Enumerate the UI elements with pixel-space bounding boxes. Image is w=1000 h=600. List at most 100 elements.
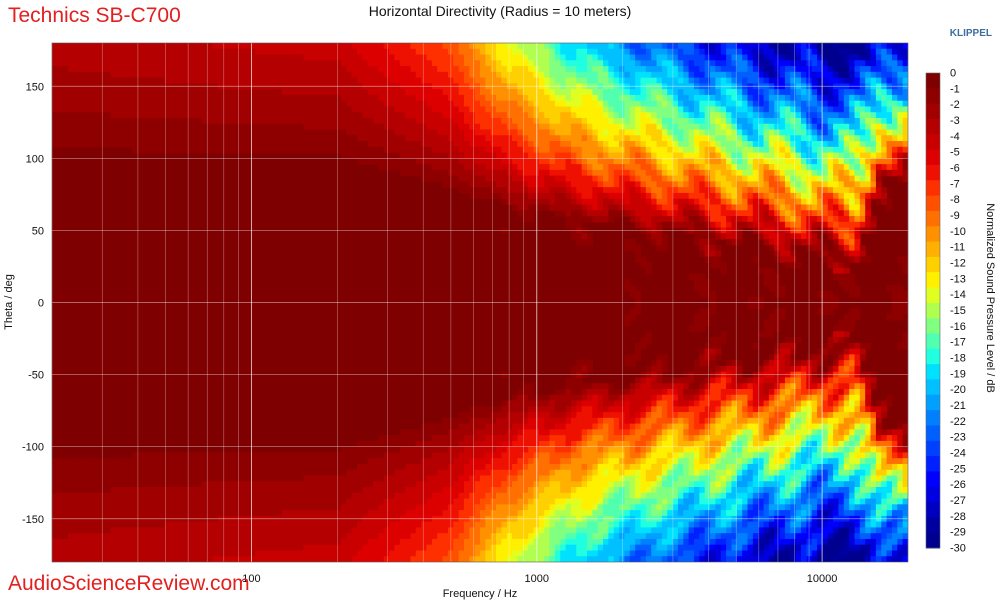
heatmap-cell	[544, 400, 551, 407]
heatmap-cell	[480, 521, 486, 528]
heatmap-cell	[629, 492, 636, 500]
heatmap-cell	[624, 279, 631, 286]
heatmap-cell	[480, 510, 486, 517]
heatmap-cell	[431, 475, 438, 482]
heatmap-cell	[73, 556, 80, 562]
heatmap-cell	[474, 89, 481, 96]
heatmap-cell	[565, 112, 572, 119]
heatmap-cell	[576, 216, 583, 223]
heatmap-cell	[506, 135, 513, 142]
heatmap-cell	[57, 89, 64, 96]
heatmap-cell	[442, 175, 449, 182]
heatmap-cell	[480, 544, 486, 552]
heatmap-cell	[362, 538, 369, 546]
heatmap-cell	[415, 550, 422, 557]
heatmap-cell	[153, 66, 160, 73]
heatmap-cell	[132, 100, 139, 108]
heatmap-cell	[335, 458, 342, 465]
heatmap-cell	[175, 458, 181, 465]
heatmap-cell	[394, 487, 401, 494]
heatmap-cell	[480, 89, 486, 96]
heatmap-cell	[239, 527, 246, 534]
heatmap-cell	[303, 538, 310, 546]
heatmap-cell	[105, 538, 112, 546]
heatmap-cell	[458, 463, 465, 471]
heatmap-cell	[105, 94, 112, 102]
heatmap-cell	[501, 452, 508, 459]
heatmap-cell	[458, 550, 465, 557]
heatmap-cell	[276, 43, 283, 50]
heatmap-cell	[597, 429, 604, 436]
heatmap-cell	[308, 129, 315, 136]
heatmap-cell	[351, 463, 358, 471]
heatmap-cell	[303, 94, 310, 102]
heatmap-cell	[410, 152, 417, 159]
heatmap-cell	[73, 469, 80, 477]
heatmap-cell	[142, 527, 149, 534]
heatmap-cell	[496, 417, 502, 425]
heatmap-cell	[287, 510, 294, 517]
heatmap-cell	[522, 556, 529, 562]
heatmap-cell	[319, 135, 326, 142]
heatmap-cell	[544, 463, 551, 471]
heatmap-cell	[126, 475, 133, 482]
heatmap-cell	[373, 481, 379, 488]
heatmap-cell	[303, 498, 310, 505]
heatmap-cell	[298, 71, 305, 79]
heatmap-cell	[282, 481, 288, 488]
heatmap-cell	[603, 498, 609, 505]
heatmap-cell	[501, 175, 508, 182]
heatmap-cell	[228, 89, 235, 96]
heatmap-cell	[116, 89, 123, 96]
heatmap-cell	[592, 129, 599, 136]
heatmap-cell	[570, 54, 577, 61]
heatmap-cell	[73, 550, 80, 557]
heatmap-cell	[437, 71, 444, 79]
heatmap-cell	[105, 481, 112, 488]
heatmap-cell	[249, 510, 256, 517]
heatmap-cell	[271, 510, 278, 517]
heatmap-cell	[298, 487, 305, 494]
heatmap-cell	[442, 492, 449, 500]
heatmap-cell	[592, 123, 599, 131]
heatmap-cell	[153, 135, 160, 142]
heatmap-cell	[73, 48, 80, 56]
heatmap-cell	[496, 412, 502, 419]
heatmap-cell	[191, 146, 198, 154]
heatmap-cell	[78, 89, 85, 96]
heatmap-cell	[405, 521, 412, 528]
heatmap-cell	[292, 504, 299, 511]
heatmap-cell	[169, 123, 176, 131]
heatmap-cell	[330, 475, 337, 482]
heatmap-cell	[517, 112, 524, 119]
heatmap-cell	[512, 533, 519, 540]
heatmap-cell	[84, 521, 91, 528]
heatmap-cell	[549, 452, 556, 459]
heatmap-cell	[223, 527, 230, 534]
heatmap-cell	[522, 498, 529, 505]
heatmap-cell	[223, 498, 230, 505]
heatmap-cell	[506, 66, 513, 73]
heatmap-cell	[287, 498, 294, 505]
heatmap-cell	[73, 463, 80, 471]
heatmap-cell	[405, 469, 412, 477]
heatmap-cell	[383, 492, 390, 500]
heatmap-cell	[282, 492, 288, 500]
heatmap-cell	[121, 481, 128, 488]
heatmap-cell	[233, 533, 240, 540]
heatmap-cell	[603, 210, 609, 217]
heatmap-cell	[506, 538, 513, 546]
heatmap-cell	[624, 458, 631, 465]
heatmap-cell	[447, 440, 454, 448]
heatmap-cell	[100, 463, 107, 471]
heatmap-cell	[447, 129, 454, 136]
heatmap-cell	[624, 71, 631, 79]
heatmap-cell	[378, 458, 385, 465]
heatmap-cell	[373, 77, 379, 84]
heatmap-cell	[592, 158, 599, 165]
heatmap-cell	[110, 54, 117, 61]
heatmap-cell	[105, 77, 112, 84]
heatmap-cell	[405, 48, 412, 56]
heatmap-cell	[175, 527, 181, 534]
heatmap-cell	[239, 141, 246, 148]
